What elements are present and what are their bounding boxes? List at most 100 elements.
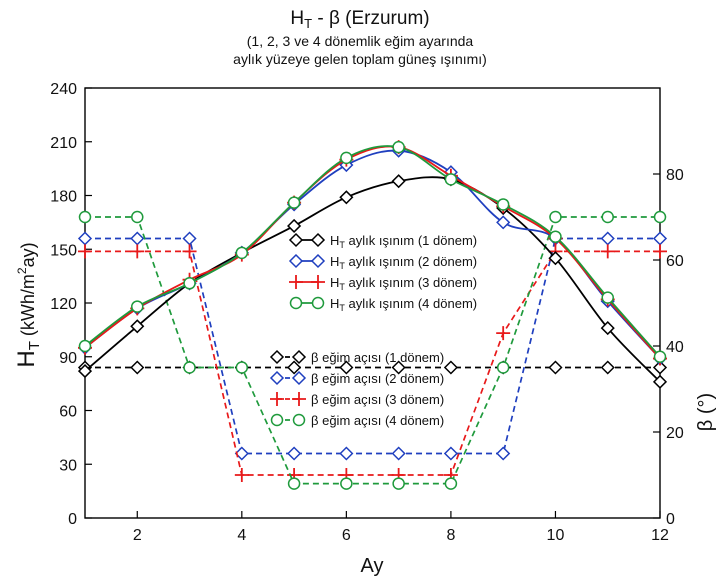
angle-data-point [77, 231, 93, 246]
angle-data-point [182, 244, 197, 259]
angle-data-point [600, 244, 615, 259]
angle-data-point [287, 477, 301, 490]
chart-subtitle-line-1: (1, 2, 3 ve 4 dönemlik eğim ayarında [247, 33, 474, 49]
angle-data-point [131, 210, 144, 224]
right-y-axis-ticks: 0 20 40 60 80 [653, 167, 684, 528]
left-y-tick-label: 180 [50, 189, 77, 206]
left-y-tick-label: 60 [59, 404, 77, 421]
legend-marker [310, 253, 326, 269]
x-axis-label: Ay [361, 555, 384, 577]
radiation-legend-item-3: HT aylık ışınım (3 dönem) [289, 275, 477, 292]
right-y-tick-label: 20 [666, 425, 684, 442]
radiation-series-line [84, 145, 661, 360]
radiation-data-point [130, 319, 145, 334]
angle-series-line [85, 250, 660, 476]
angle-data-point [600, 360, 615, 375]
legend-label: HT aylık ışınım (1 dönem) [330, 233, 477, 250]
legend-marker [289, 275, 303, 289]
left-y-tick-label: 90 [59, 350, 77, 367]
radiation-data-point [235, 246, 249, 260]
x-tick-label: 10 [547, 527, 565, 544]
right-y-tick-label: 40 [666, 339, 684, 356]
radiation-data-point [601, 291, 614, 304]
radiation-data-point [77, 364, 93, 379]
angle-data-point [549, 210, 562, 224]
right-y-tick-label: 80 [666, 167, 684, 184]
angle-data-point [287, 360, 302, 375]
angle-data-point [130, 244, 145, 259]
angle-data-point [287, 446, 302, 461]
legend-marker [269, 370, 285, 386]
radiation-data-point [391, 174, 406, 189]
angle-data-point [601, 210, 614, 224]
legend-label: HT aylık ışınım (2 dönem) [330, 254, 477, 271]
legend-marker [311, 296, 325, 310]
legend-marker [292, 392, 306, 406]
radiation-legend-item-4: HT aylık ışınım (4 dönem) [289, 296, 477, 313]
angle-data-point [548, 360, 563, 375]
series-layer [77, 140, 668, 490]
left-y-tick-label: 0 [68, 511, 77, 528]
radiation-series-line [84, 176, 661, 383]
angle-data-point [444, 477, 458, 490]
angle-data-point [183, 361, 196, 374]
legend-marker [269, 349, 285, 365]
radiation-data-point [340, 151, 353, 165]
legend-label: HT aylık ışınım (3 dönem) [330, 275, 477, 292]
angle-data-point [78, 210, 92, 224]
angle-data-point [496, 326, 511, 341]
radiation-legend-item-1: HT aylık ışınım (1 dönem) [288, 232, 477, 250]
legend-radiation: HT aylık ışınım (1 dönem) HT aylık ışınım… [288, 232, 477, 313]
angle-data-point [78, 244, 92, 259]
radiation-data-point [444, 173, 458, 186]
angle-data-point [600, 231, 615, 246]
angle-data-point [234, 468, 249, 482]
angle-series-line [85, 237, 660, 455]
angle-data-point [391, 360, 406, 375]
angle-data-point [339, 360, 354, 375]
x-tick-label: 8 [446, 527, 455, 544]
angle-data-point [496, 361, 510, 374]
radiation-data-point [549, 230, 562, 243]
radiation-data-point [287, 196, 301, 209]
angle-data-point [234, 446, 249, 461]
radiation-legend-item-2: HT aylık ışınım (2 dönem) [288, 253, 477, 271]
right-y-axis-label: β (°) [695, 393, 717, 431]
x-tick-label: 4 [237, 527, 246, 544]
legend-marker [311, 275, 325, 289]
angle-data-point [653, 244, 667, 259]
radiation-data-point [600, 321, 615, 336]
angle-data-point [652, 231, 668, 246]
left-y-tick-label: 210 [50, 135, 77, 152]
legend-marker [292, 413, 306, 427]
radiation-data-point [392, 140, 405, 154]
radiation-series-4 [78, 140, 667, 363]
legend-marker [291, 349, 307, 365]
angle-data-point [653, 210, 667, 224]
angle-data-point [496, 446, 511, 461]
angle-data-point [340, 477, 353, 490]
legend-label: β eğim açısı (4 dönem) [311, 413, 444, 428]
radiation-data-point [287, 218, 302, 234]
legend-label: β eğim açısı (1 dönem) [311, 350, 444, 365]
x-tick-label: 12 [651, 527, 669, 544]
left-y-axis-label: HT (kWh/m2ay) [13, 242, 43, 367]
angle-data-point [339, 446, 354, 461]
radiation-series-3 [78, 140, 667, 366]
radiation-data-point [339, 190, 354, 205]
angle-series-4 [78, 210, 667, 490]
left-y-tick-label: 30 [59, 457, 77, 474]
angle-series-3 [78, 244, 667, 482]
angle-legend-item-1: β eğim açısı (1 dönem) [269, 349, 444, 365]
angle-series-line [85, 216, 660, 485]
angle-data-point [391, 446, 406, 461]
angle-data-point [392, 477, 405, 490]
radiation-data-point [496, 198, 510, 211]
left-y-tick-label: 120 [50, 296, 77, 313]
radiation-data-point [183, 277, 196, 290]
angle-data-point [652, 360, 668, 375]
legend-marker [310, 232, 326, 248]
legend-marker [289, 296, 303, 310]
angle-legend-item-4: β eğim açısı (4 dönem) [270, 413, 444, 428]
